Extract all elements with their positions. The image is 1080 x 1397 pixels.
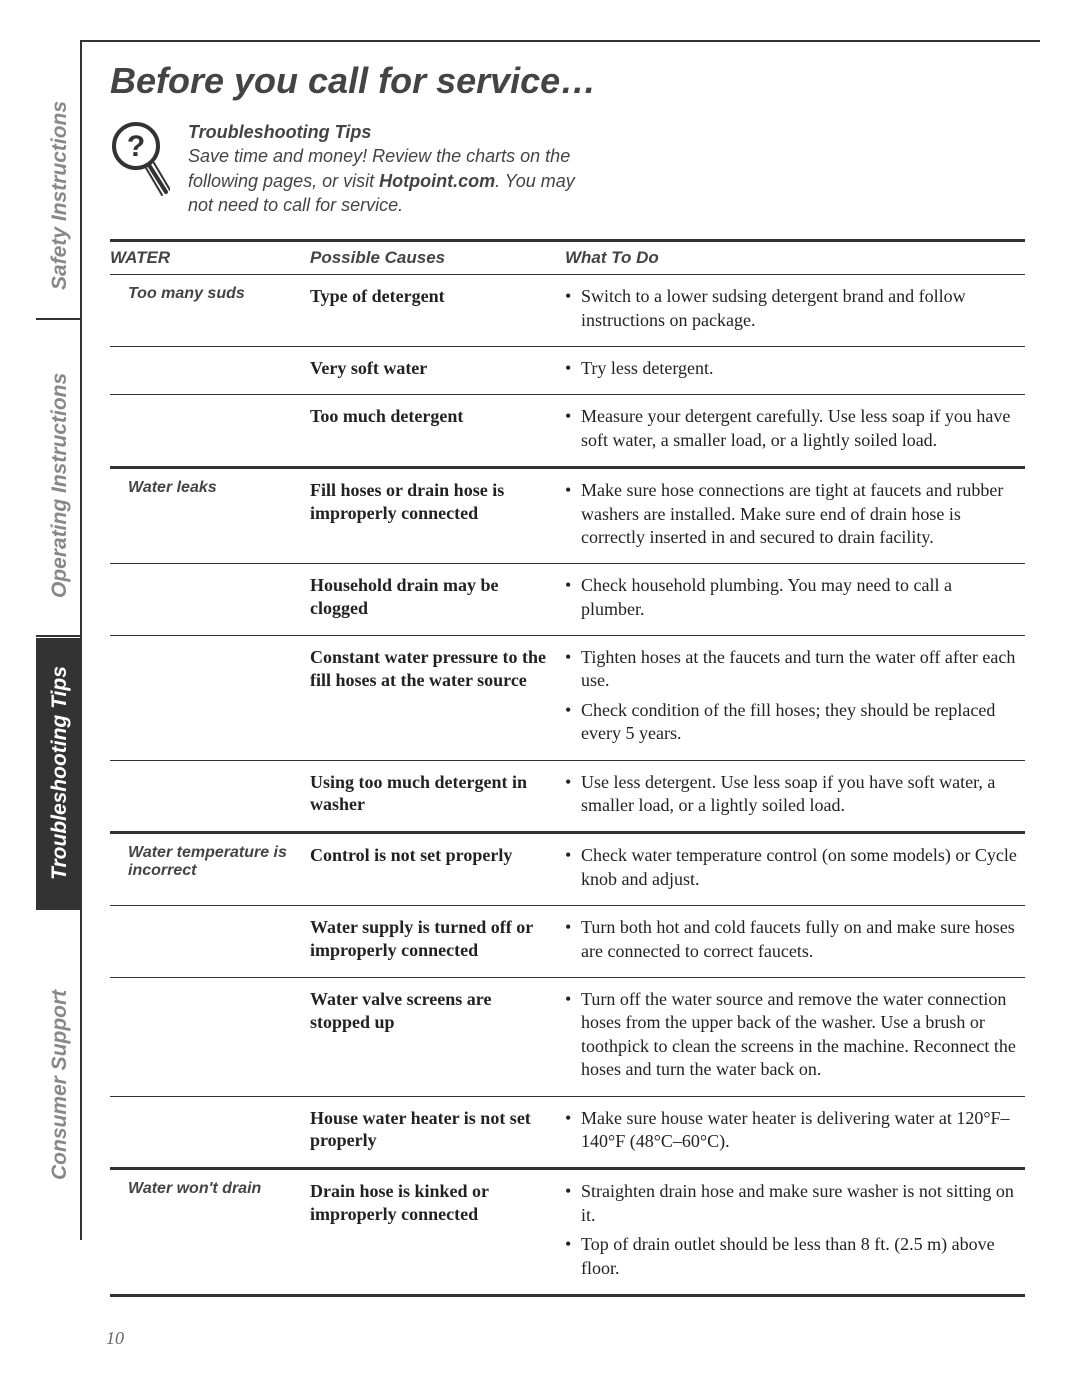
todo-cell: Turn off the water source and remove the… bbox=[565, 978, 1025, 1097]
col-header-todo: What To Do bbox=[565, 242, 1025, 275]
todo-item: Turn off the water source and remove the… bbox=[565, 988, 1017, 1082]
problem-cell: Water temperature is incorrect bbox=[110, 833, 310, 906]
side-tab-safety: Safety Instructions bbox=[38, 80, 82, 310]
todo-item: Check household plumbing. You may need t… bbox=[565, 574, 1017, 621]
intro-text: Troubleshooting Tips Save time and money… bbox=[188, 120, 598, 217]
todo-item: Make sure hose connections are tight at … bbox=[565, 479, 1017, 549]
todo-cell: Use less detergent. Use less soap if you… bbox=[565, 760, 1025, 833]
side-tab-troubleshooting: Troubleshooting Tips bbox=[38, 638, 82, 908]
todo-item: Turn both hot and cold faucets fully on … bbox=[565, 916, 1017, 963]
cause-cell: Type of detergent bbox=[310, 275, 565, 347]
tab-divider bbox=[36, 908, 82, 910]
svg-text:?: ? bbox=[127, 130, 145, 163]
tab-divider bbox=[36, 635, 82, 637]
todo-cell: Turn both hot and cold faucets fully on … bbox=[565, 906, 1025, 978]
problem-cell bbox=[110, 564, 310, 636]
page-title: Before you call for service… bbox=[110, 60, 1025, 102]
todo-item: Measure your detergent carefully. Use le… bbox=[565, 405, 1017, 452]
problem-cell: Too many suds bbox=[110, 275, 310, 347]
cause-cell: Water supply is turned off or improperly… bbox=[310, 906, 565, 978]
tab-divider bbox=[36, 318, 82, 320]
cause-cell: Using too much detergent in washer bbox=[310, 760, 565, 833]
cause-cell: Constant water pressure to the fill hose… bbox=[310, 636, 565, 761]
intro-subtitle: Troubleshooting Tips bbox=[188, 120, 598, 144]
cause-cell: Control is not set properly bbox=[310, 833, 565, 906]
todo-cell: Straighten drain hose and make sure wash… bbox=[565, 1169, 1025, 1296]
intro-row: ? Troubleshooting Tips Save time and mon… bbox=[110, 120, 1025, 217]
problem-cell bbox=[110, 636, 310, 761]
magnifier-question-icon: ? bbox=[110, 120, 170, 203]
todo-cell: Measure your detergent carefully. Use le… bbox=[565, 395, 1025, 468]
todo-cell: Try less detergent. bbox=[565, 346, 1025, 394]
page-content: Before you call for service… ? Troublesh… bbox=[110, 60, 1025, 1297]
problem-cell bbox=[110, 978, 310, 1097]
problem-cell bbox=[110, 1096, 310, 1169]
page-number: 10 bbox=[106, 1328, 124, 1349]
todo-cell: Switch to a lower sudsing detergent bran… bbox=[565, 275, 1025, 347]
todo-item: Switch to a lower sudsing detergent bran… bbox=[565, 285, 1017, 332]
todo-item: Tighten hoses at the faucets and turn th… bbox=[565, 646, 1017, 693]
cause-cell: Fill hoses or drain hose is improperly c… bbox=[310, 468, 565, 564]
todo-cell: Make sure house water heater is deliveri… bbox=[565, 1096, 1025, 1169]
problem-cell bbox=[110, 906, 310, 978]
todo-cell: Tighten hoses at the faucets and turn th… bbox=[565, 636, 1025, 761]
todo-cell: Check water temperature control (on some… bbox=[565, 833, 1025, 906]
col-header-category: WATER bbox=[110, 242, 310, 275]
cause-cell: House water heater is not set properly bbox=[310, 1096, 565, 1169]
problem-cell bbox=[110, 346, 310, 394]
cause-cell: Household drain may be clogged bbox=[310, 564, 565, 636]
intro-brand: Hotpoint.com bbox=[379, 171, 495, 191]
problem-cell bbox=[110, 760, 310, 833]
todo-item: Use less detergent. Use less soap if you… bbox=[565, 771, 1017, 818]
problem-cell: Water leaks bbox=[110, 468, 310, 564]
todo-item: Top of drain outlet should be less than … bbox=[565, 1233, 1017, 1280]
todo-cell: Make sure hose connections are tight at … bbox=[565, 468, 1025, 564]
side-tab-consumer: Consumer Support bbox=[38, 960, 82, 1210]
side-tab-operating: Operating Instructions bbox=[38, 355, 82, 615]
cause-cell: Too much detergent bbox=[310, 395, 565, 468]
problem-cell bbox=[110, 395, 310, 468]
cause-cell: Water valve screens are stopped up bbox=[310, 978, 565, 1097]
cause-cell: Very soft water bbox=[310, 346, 565, 394]
todo-cell: Check household plumbing. You may need t… bbox=[565, 564, 1025, 636]
todo-item: Check water temperature control (on some… bbox=[565, 844, 1017, 891]
problem-cell: Water won't drain bbox=[110, 1169, 310, 1296]
todo-item: Check condition of the fill hoses; they … bbox=[565, 699, 1017, 746]
todo-item: Make sure house water heater is deliveri… bbox=[565, 1107, 1017, 1154]
troubleshooting-table: WATER Possible Causes What To Do Too man… bbox=[110, 239, 1025, 1297]
todo-item: Straighten drain hose and make sure wash… bbox=[565, 1180, 1017, 1227]
todo-item: Try less detergent. bbox=[565, 357, 1017, 380]
cause-cell: Drain hose is kinked or improperly conne… bbox=[310, 1169, 565, 1296]
col-header-causes: Possible Causes bbox=[310, 242, 565, 275]
